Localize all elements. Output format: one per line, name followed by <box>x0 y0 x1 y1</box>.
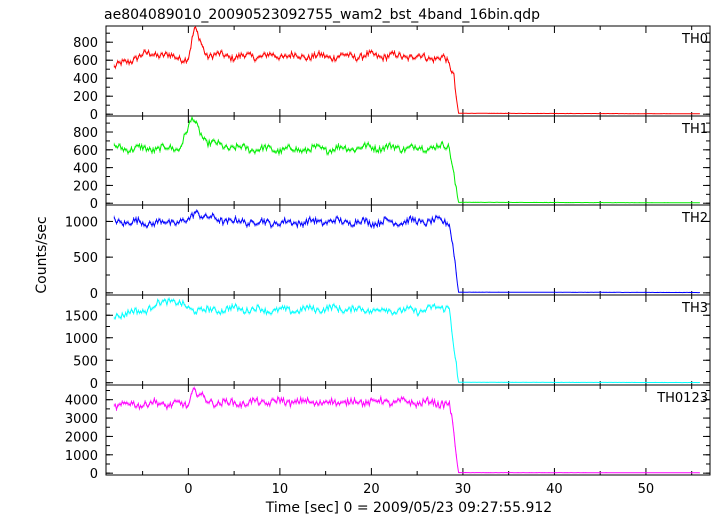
y-axis-label: Counts/sec <box>34 216 50 293</box>
series-name-label: TH0123 <box>656 391 708 406</box>
series-errorbars-th0 <box>113 27 457 100</box>
y-tick-label: 1000 <box>65 332 98 347</box>
y-tick-label: 0 <box>90 197 98 212</box>
y-tick-label: 2000 <box>65 430 98 445</box>
y-tick-label: 800 <box>73 126 98 141</box>
y-tick-label: 400 <box>73 72 98 87</box>
series-line-th0 <box>113 25 700 115</box>
y-tick-label: 200 <box>73 90 98 105</box>
y-tick-label: 600 <box>73 54 98 69</box>
y-tick-label: 500 <box>73 354 98 369</box>
series-name-label: TH1 <box>681 122 708 137</box>
y-tick-label: 800 <box>73 36 98 51</box>
series-errorbars-th1 <box>113 117 457 189</box>
x-tick-label: 50 <box>638 482 655 497</box>
series-line-th0123 <box>114 387 700 474</box>
series-line-th1 <box>113 115 700 204</box>
y-tick-label: 0 <box>90 467 98 482</box>
y-tick-label: 500 <box>73 251 98 266</box>
y-tick-label: 0 <box>90 287 98 302</box>
y-tick-label: 1000 <box>65 215 98 230</box>
panel-th0123: 0 1000 2000 3000 4000 TH0123 <box>65 384 711 482</box>
x-tick-label: 30 <box>455 482 472 497</box>
panel-th1: 0 200 400 600 800 TH1 <box>73 115 711 212</box>
y-tick-label: 400 <box>73 162 98 177</box>
y-tick-label: 200 <box>73 179 98 194</box>
x-tick-label: 20 <box>363 482 380 497</box>
x-tick-label: 40 <box>546 482 563 497</box>
panel-frame <box>105 384 711 476</box>
y-tick-label: 0 <box>90 108 98 123</box>
panel-th0: 0 200 400 600 800 TH0 <box>73 25 711 123</box>
y-tick-label: 1500 <box>65 309 98 324</box>
series-name-label: TH2 <box>681 211 708 226</box>
panels-group: 0 200 400 600 800 TH0 0 200 400 600 800 TH1 0 500 1000… <box>65 25 711 482</box>
series-name-label: TH3 <box>681 301 708 316</box>
x-tick-label: 0 <box>184 482 192 497</box>
series-errorbars-th0123 <box>113 386 457 458</box>
series-line-th2 <box>113 210 700 294</box>
y-tick-label: 4000 <box>65 394 98 409</box>
x-tick-label: 10 <box>272 482 289 497</box>
series-name-label: TH0 <box>681 32 708 47</box>
panel-frame <box>105 115 711 206</box>
y-tick-label: 600 <box>73 144 98 159</box>
x-axis: 0 10 20 30 40 50 <box>184 482 654 497</box>
y-tick-label: 0 <box>90 377 98 392</box>
figure-title: ae804089010_20090523092755_wam2_bst_4ban… <box>104 7 540 23</box>
series-line-th3 <box>114 297 700 384</box>
panel-th2: 0 500 1000 TH2 <box>65 204 711 302</box>
panel-frame <box>105 204 711 296</box>
panel-frame <box>105 25 711 117</box>
y-tick-label: 1000 <box>65 449 98 464</box>
panel-th3: 0 500 1000 1500 TH3 <box>65 294 711 392</box>
y-tick-label: 3000 <box>65 412 98 427</box>
x-axis-label: Time [sec] 0 = 2009/05/23 09:27:55.912 <box>265 500 552 516</box>
